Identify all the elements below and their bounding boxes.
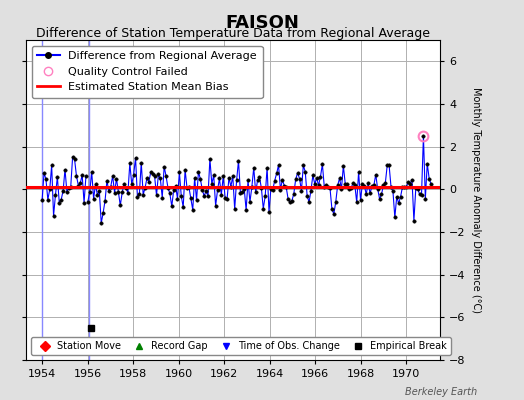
- Text: FAISON: FAISON: [225, 14, 299, 32]
- Title: Difference of Station Temperature Data from Regional Average: Difference of Station Temperature Data f…: [36, 27, 430, 40]
- Legend: Station Move, Record Gap, Time of Obs. Change, Empirical Break: Station Move, Record Gap, Time of Obs. C…: [31, 337, 451, 355]
- Text: Berkeley Earth: Berkeley Earth: [405, 387, 477, 397]
- Y-axis label: Monthly Temperature Anomaly Difference (°C): Monthly Temperature Anomaly Difference (…: [471, 87, 481, 313]
